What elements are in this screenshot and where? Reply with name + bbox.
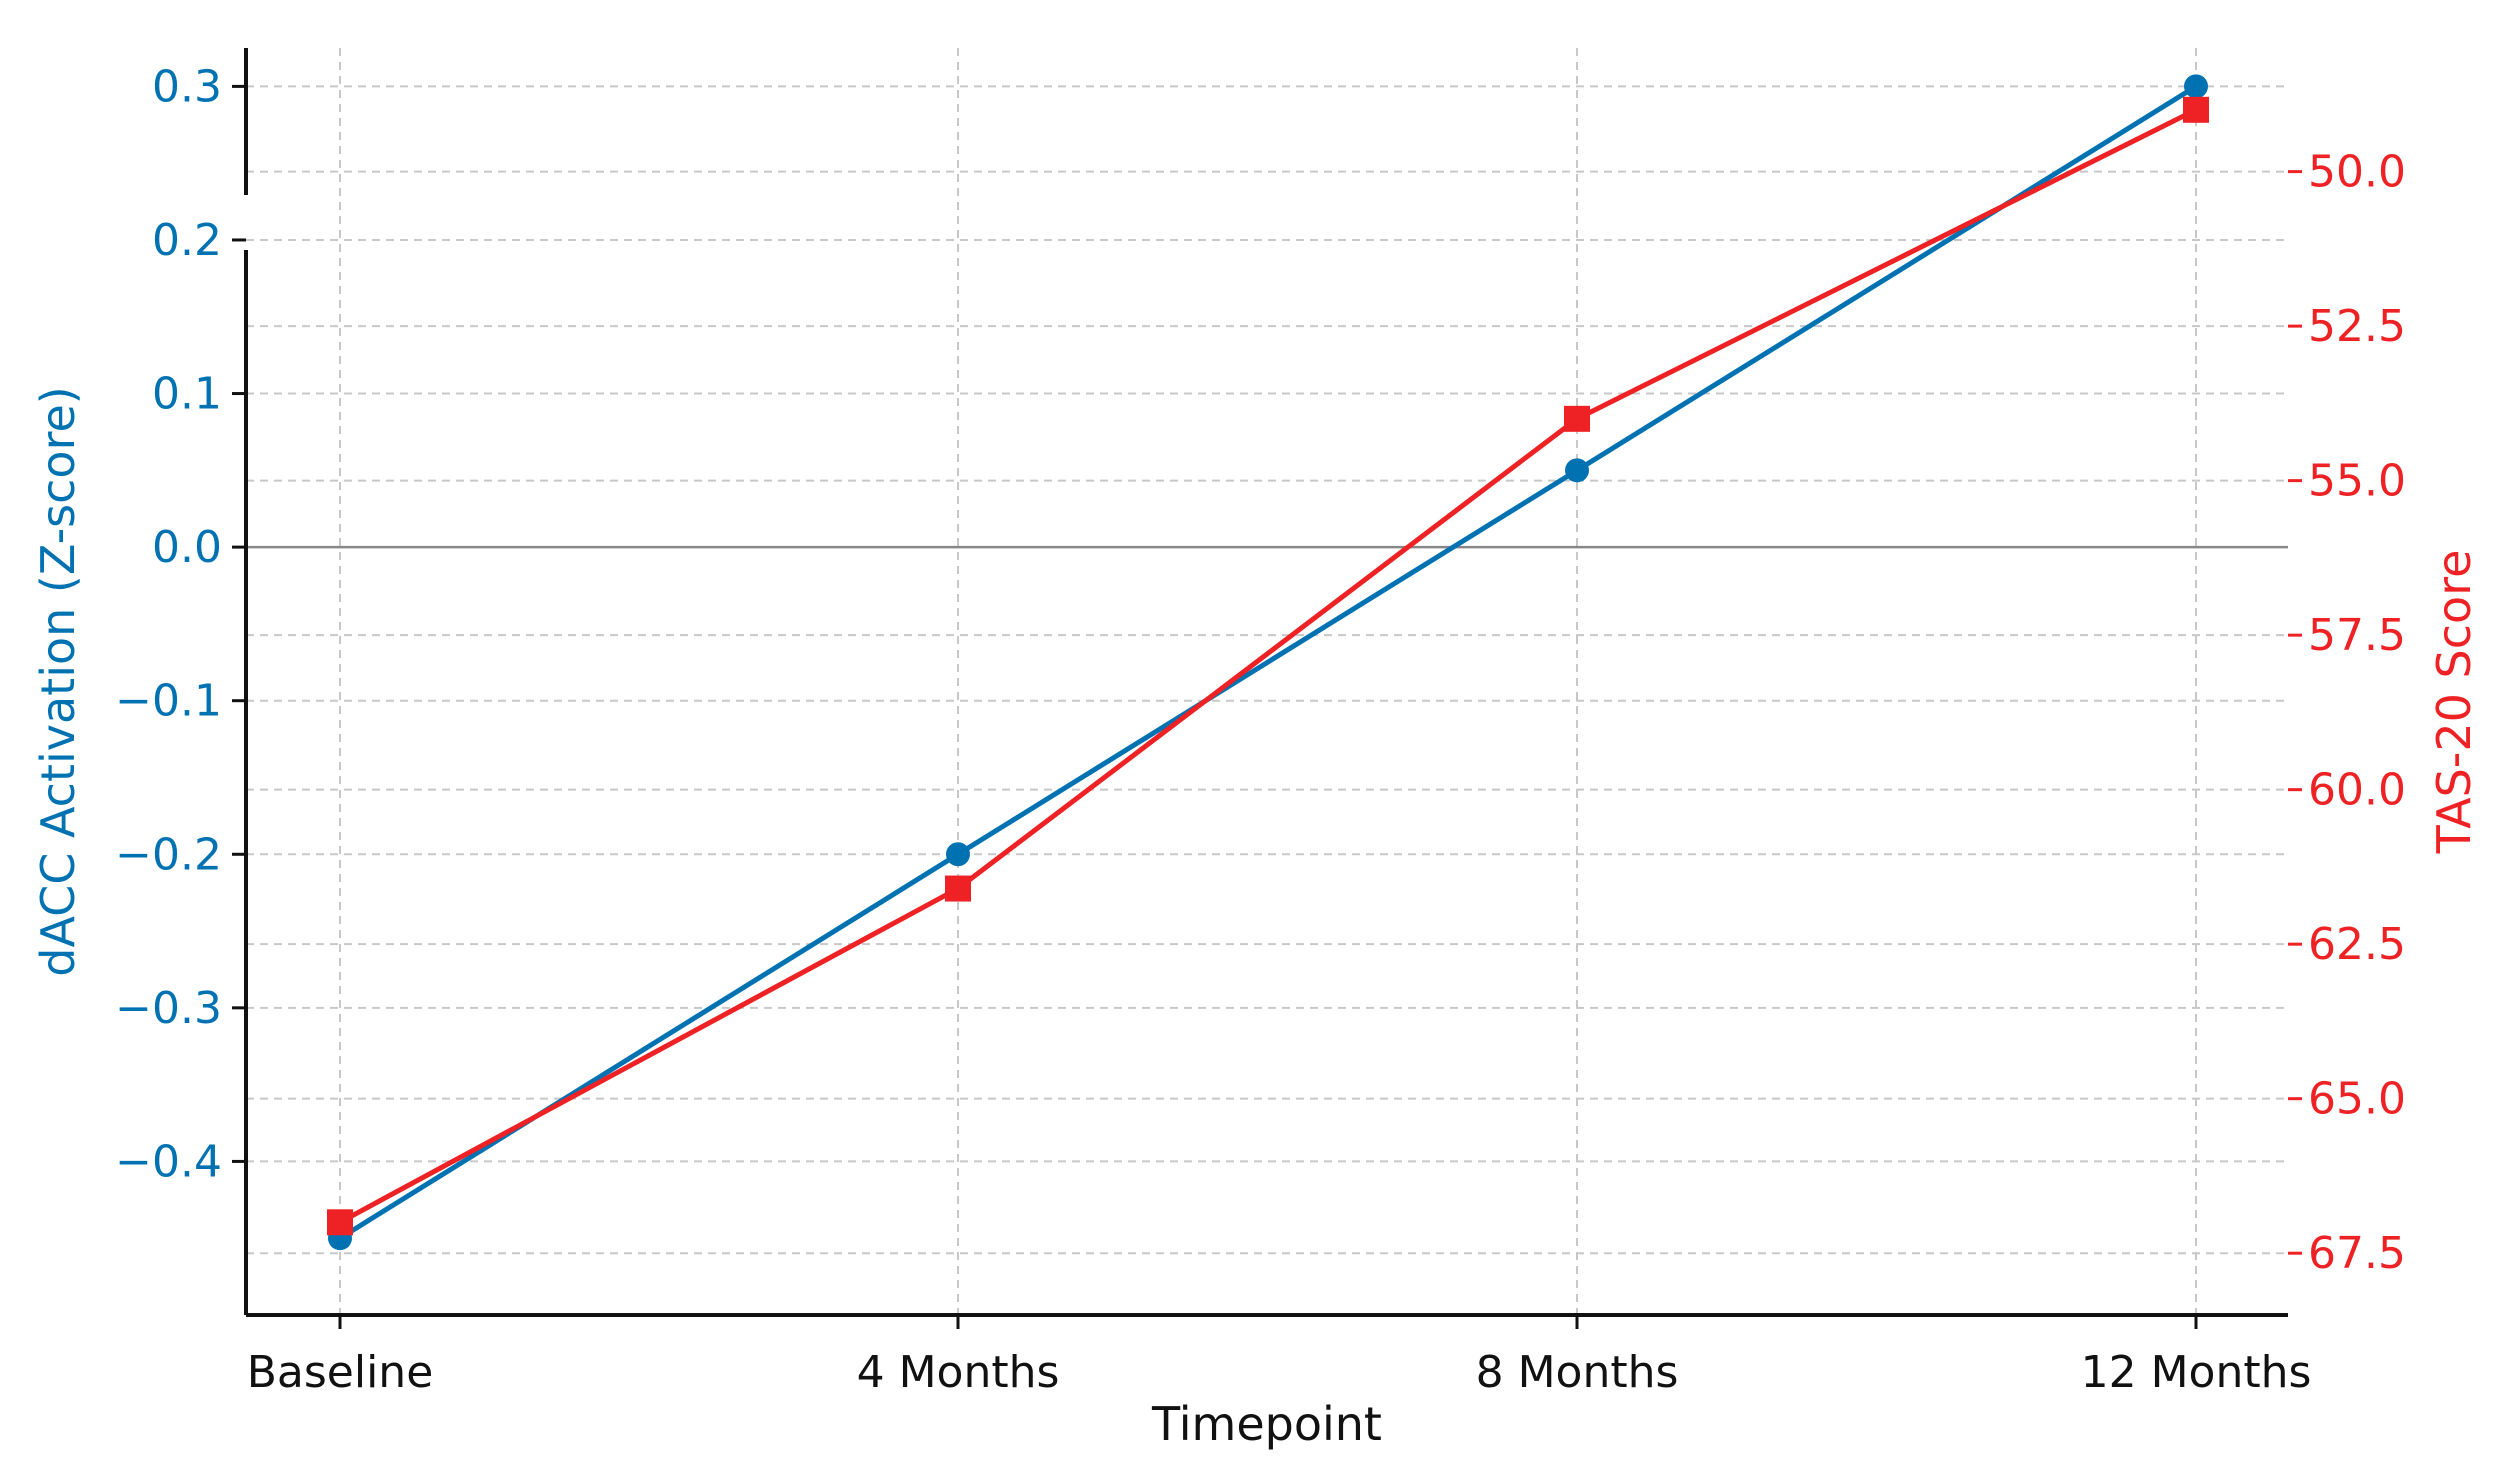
series-point-left <box>1565 458 1589 483</box>
series-point-left <box>2184 74 2208 99</box>
right-tick-label: 57.5 <box>2308 610 2406 661</box>
left-tick-label: −0.2 <box>115 829 222 880</box>
x-tick-label: Baseline <box>247 1347 434 1398</box>
right-tick-label: 55.0 <box>2308 456 2406 507</box>
left-tick-label: −0.1 <box>115 676 222 727</box>
left-tick-label: −0.3 <box>115 983 222 1034</box>
left-tick-label: 0.2 <box>152 215 222 266</box>
series-point-right <box>2183 96 2209 123</box>
grid-lines <box>246 48 2288 1315</box>
series-line-left <box>338 84 2198 1241</box>
right-tick-label: 62.5 <box>2308 919 2406 970</box>
series-layer <box>327 74 2209 1251</box>
right-tick-label: 67.5 <box>2308 1228 2406 1279</box>
right-tick-label: 60.0 <box>2308 765 2406 816</box>
x-tick-label: 8 Months <box>1476 1347 1679 1398</box>
right-tick-label: 50.0 <box>2308 147 2406 198</box>
series-line-right <box>338 107 2198 1225</box>
x-tick-label: 4 Months <box>857 1347 1060 1398</box>
left-tick-label: 0.1 <box>152 369 222 420</box>
x-tick-label: 12 Months <box>2081 1347 2312 1398</box>
x-axis-title: Timepoint <box>1151 1397 1382 1451</box>
left-tick-label: −0.4 <box>115 1136 222 1187</box>
x-axis-ticks: Baseline 4 Months 8 Months 12 Months <box>247 1315 2312 1398</box>
right-axis-ticks: 50.0 52.5 55.0 57.5 60.0 62.5 65.0 67.5 <box>2288 147 2406 1279</box>
series-point-left <box>946 842 970 867</box>
series-point-right <box>945 875 971 902</box>
left-axis-ticks: −0.4 −0.3 −0.2 −0.1 0.0 0.1 0.2 0.3 <box>115 61 246 1187</box>
left-tick-label: 0.0 <box>152 522 222 573</box>
left-tick-label: 0.3 <box>152 61 222 112</box>
axes <box>244 48 2288 1317</box>
right-tick-label: 65.0 <box>2308 1074 2406 1125</box>
series-point-right <box>327 1209 353 1236</box>
right-tick-label: 52.5 <box>2308 301 2406 352</box>
right-axis-title: TAS-20 Score <box>2427 550 2481 855</box>
left-axis-title: dACC Activation (Z-score) <box>31 386 85 976</box>
series-point-right <box>1564 405 1590 432</box>
